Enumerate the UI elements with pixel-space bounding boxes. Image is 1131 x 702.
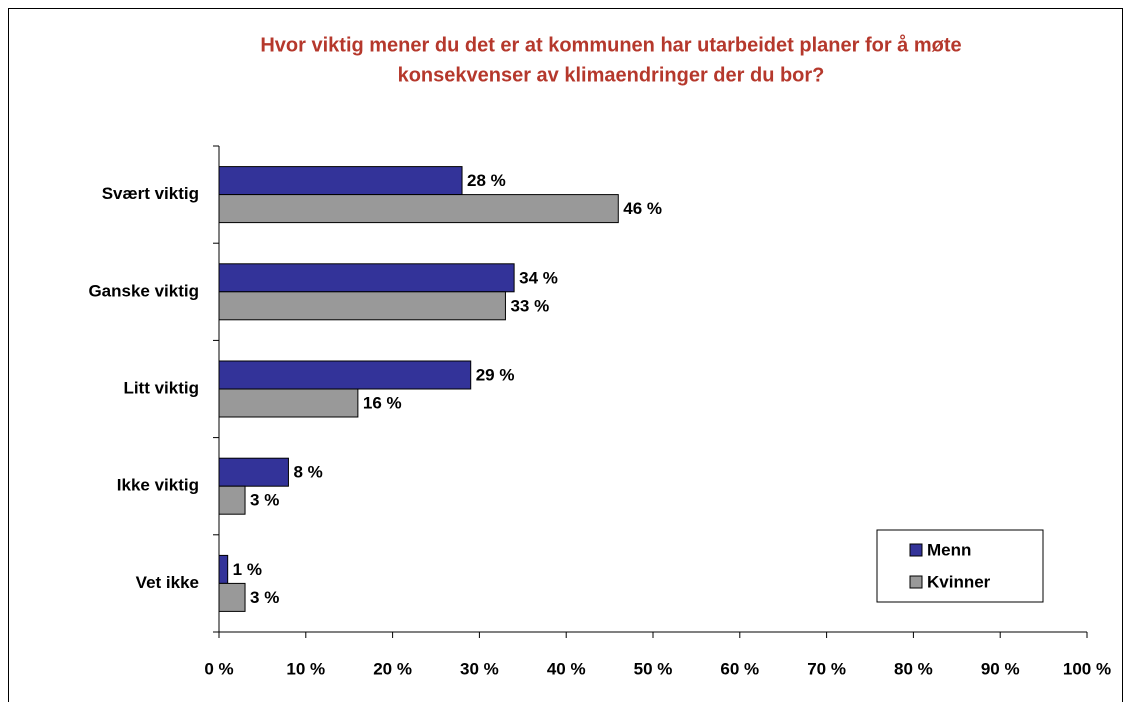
value-label: 16 %	[363, 393, 402, 412]
bar	[218, 485, 246, 515]
x-tick-label: 10 %	[286, 659, 325, 678]
x-tick-label: 20 %	[373, 659, 412, 678]
chart-border	[8, 8, 1123, 702]
y-tick-label: Ikke viktig	[117, 476, 199, 495]
x-tick-label: 40 %	[547, 659, 586, 678]
bar	[218, 166, 463, 196]
value-label: 29 %	[476, 365, 515, 384]
y-tick-label: Svært viktig	[102, 184, 199, 203]
value-label: 28 %	[467, 171, 506, 190]
bar	[218, 263, 515, 293]
x-tick-label: 90 %	[981, 659, 1020, 678]
legend-label: Menn	[927, 540, 971, 559]
chart-title: konsekvenser av klimaendringer der du bo…	[398, 64, 825, 86]
bar	[218, 582, 246, 612]
x-tick-label: 80 %	[894, 659, 933, 678]
value-label: 3 %	[250, 491, 279, 510]
value-label: 3 %	[250, 588, 279, 607]
x-tick-label: 50 %	[634, 659, 673, 678]
y-tick-label: Vet ikke	[136, 573, 199, 592]
value-label: 8 %	[293, 463, 322, 482]
x-tick-label: 100 %	[1063, 659, 1111, 678]
x-tick-label: 30 %	[460, 659, 499, 678]
bar	[218, 291, 506, 321]
bar	[218, 388, 359, 418]
legend-swatch	[909, 543, 923, 557]
value-label: 46 %	[623, 199, 662, 218]
value-label: 1 %	[233, 560, 262, 579]
value-label: 33 %	[510, 296, 549, 315]
legend-box	[876, 529, 1044, 603]
bar	[218, 554, 229, 584]
legend-swatch	[909, 575, 923, 589]
value-label: 34 %	[519, 268, 558, 287]
bar	[218, 360, 472, 390]
x-tick-label: 60 %	[720, 659, 759, 678]
x-tick-label: 70 %	[807, 659, 846, 678]
y-tick-label: Litt viktig	[123, 378, 199, 397]
legend-label: Kvinner	[927, 572, 991, 591]
x-tick-label: 0 %	[204, 659, 233, 678]
bar	[218, 457, 289, 487]
chart-title: Hvor viktig mener du det er at kommunen …	[260, 33, 961, 56]
bar	[218, 194, 619, 224]
y-tick-label: Ganske viktig	[88, 281, 199, 300]
